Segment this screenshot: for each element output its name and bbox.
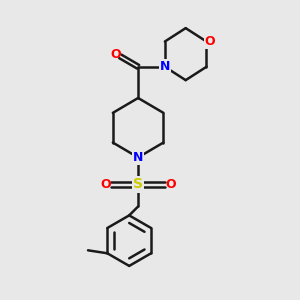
Text: O: O (166, 178, 176, 191)
Text: O: O (110, 48, 121, 62)
Text: N: N (160, 60, 170, 73)
Text: S: S (133, 177, 143, 191)
Text: N: N (133, 151, 143, 164)
Text: O: O (100, 178, 111, 191)
Text: O: O (205, 35, 215, 48)
